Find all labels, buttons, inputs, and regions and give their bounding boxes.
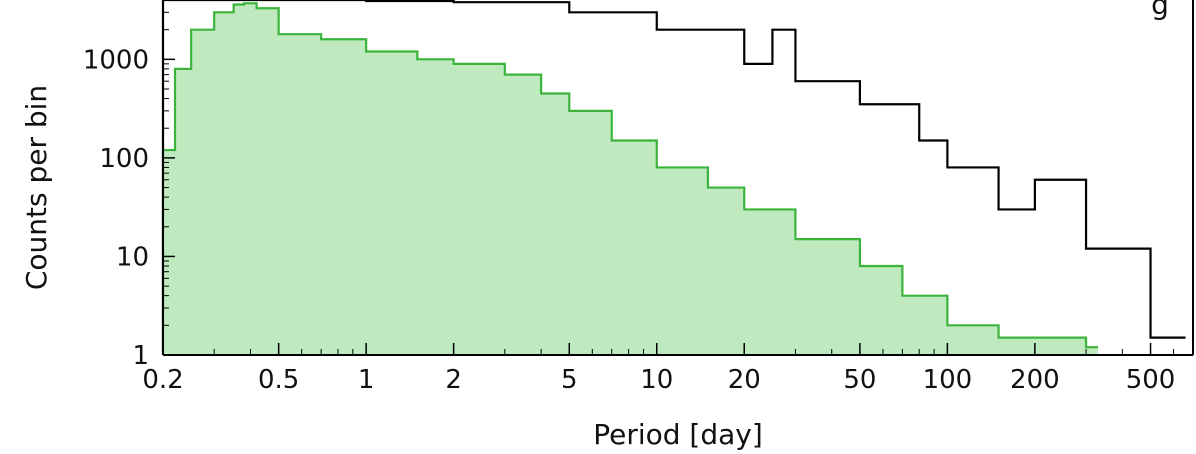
x-tick-label: 50 <box>843 365 876 395</box>
x-tick-label: 0.5 <box>258 365 299 395</box>
labels-layer: 0.2 0.5 1 2 5 10 20 50 100 200 500 1 10 100 1000 Period… <box>20 0 1175 451</box>
y-tick-label: 10 <box>116 242 149 272</box>
series-1-line <box>161 2 1099 355</box>
y-axis-title: Counts per bin <box>20 85 53 290</box>
x-tick-label: 0.2 <box>142 365 183 395</box>
legend-partial-text: g <box>1151 0 1169 21</box>
x-tick-label: 20 <box>728 365 761 395</box>
x-tick-label: 500 <box>1126 365 1176 395</box>
y-tick-label: 100 <box>99 144 149 174</box>
x-tick-label: 2 <box>445 365 462 395</box>
x-tick-label: 10 <box>640 365 673 395</box>
axes-layer <box>162 0 1194 356</box>
x-tick-label: 5 <box>561 365 578 395</box>
y-tick-label: 1 <box>132 341 149 371</box>
x-tick-label: 200 <box>1010 365 1060 395</box>
series-0-line <box>161 0 1186 355</box>
x-axis-title: Period [day] <box>593 418 763 451</box>
x-tick-label: 1 <box>358 365 375 395</box>
series-layer <box>161 0 1186 356</box>
x-tick-label: 100 <box>923 365 973 395</box>
y-tick-label: 1000 <box>83 45 149 75</box>
